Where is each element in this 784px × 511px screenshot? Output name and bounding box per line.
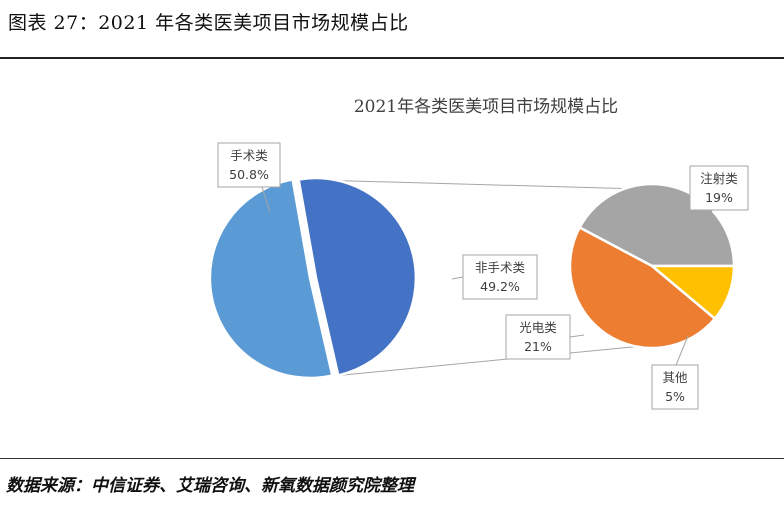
chart-title: 2021年各类医美项目市场规模占比 bbox=[354, 97, 618, 117]
label-photoelectric-box bbox=[505, 314, 571, 360]
data-label-callouts: 手术类 50.8% 非手术类 49.2% 注射类 19% 光电类 21% 其他 5% bbox=[217, 142, 749, 410]
label-surgical-box bbox=[217, 142, 281, 188]
main-pie bbox=[208, 176, 418, 380]
connector-line-top bbox=[298, 179, 643, 190]
label-injection: 注射类 19% bbox=[689, 165, 749, 233]
label-other-pointer bbox=[675, 335, 689, 366]
label-other: 其他 5% bbox=[651, 335, 699, 410]
label-injection-category: 注射类 bbox=[700, 171, 738, 186]
label-non-surgical: 非手术类 49.2% bbox=[451, 254, 538, 300]
label-photoelectric-category: 光电类 bbox=[519, 320, 557, 335]
label-photoelectric-pointer bbox=[569, 334, 585, 338]
label-photoelectric: 光电类 21% bbox=[505, 314, 585, 360]
label-injection-value: 19% bbox=[705, 190, 733, 205]
figure-title: 图表 27：2021 年各类医美项目市场规模占比 bbox=[8, 12, 409, 34]
label-photoelectric-value: 21% bbox=[524, 339, 552, 354]
label-non-surgical-value: 49.2% bbox=[480, 279, 520, 294]
top-divider bbox=[0, 57, 784, 59]
connector-line-bottom bbox=[338, 345, 643, 376]
bottom-divider bbox=[0, 458, 784, 459]
main-pie-slice-surgical bbox=[208, 178, 334, 380]
label-other-category: 其他 bbox=[662, 370, 688, 385]
source-note: 数据来源：中信证券、艾瑞咨询、新氧数据颜究院整理 bbox=[6, 476, 414, 496]
connector-lines bbox=[298, 179, 643, 376]
pie-of-pie-chart: 2021年各类医美项目市场规模占比 手术类 50.8% 非手术类 49.2% 注射类 19… bbox=[208, 97, 749, 410]
label-non-surgical-category: 非手术类 bbox=[475, 260, 526, 275]
label-other-box bbox=[651, 364, 699, 410]
main-pie-slice-non-surgical bbox=[297, 176, 418, 377]
label-surgical-category: 手术类 bbox=[230, 148, 268, 163]
sub-pie bbox=[568, 182, 736, 350]
label-surgical-pointer bbox=[261, 186, 271, 213]
label-non-surgical-pointer bbox=[451, 276, 464, 280]
label-surgical: 手术类 50.8% bbox=[217, 142, 281, 213]
label-injection-pointer bbox=[703, 209, 713, 233]
label-surgical-value: 50.8% bbox=[229, 167, 269, 182]
label-other-value: 5% bbox=[665, 389, 685, 404]
label-injection-box bbox=[689, 165, 749, 211]
sub-pie-slice-photoelectric bbox=[568, 225, 717, 350]
